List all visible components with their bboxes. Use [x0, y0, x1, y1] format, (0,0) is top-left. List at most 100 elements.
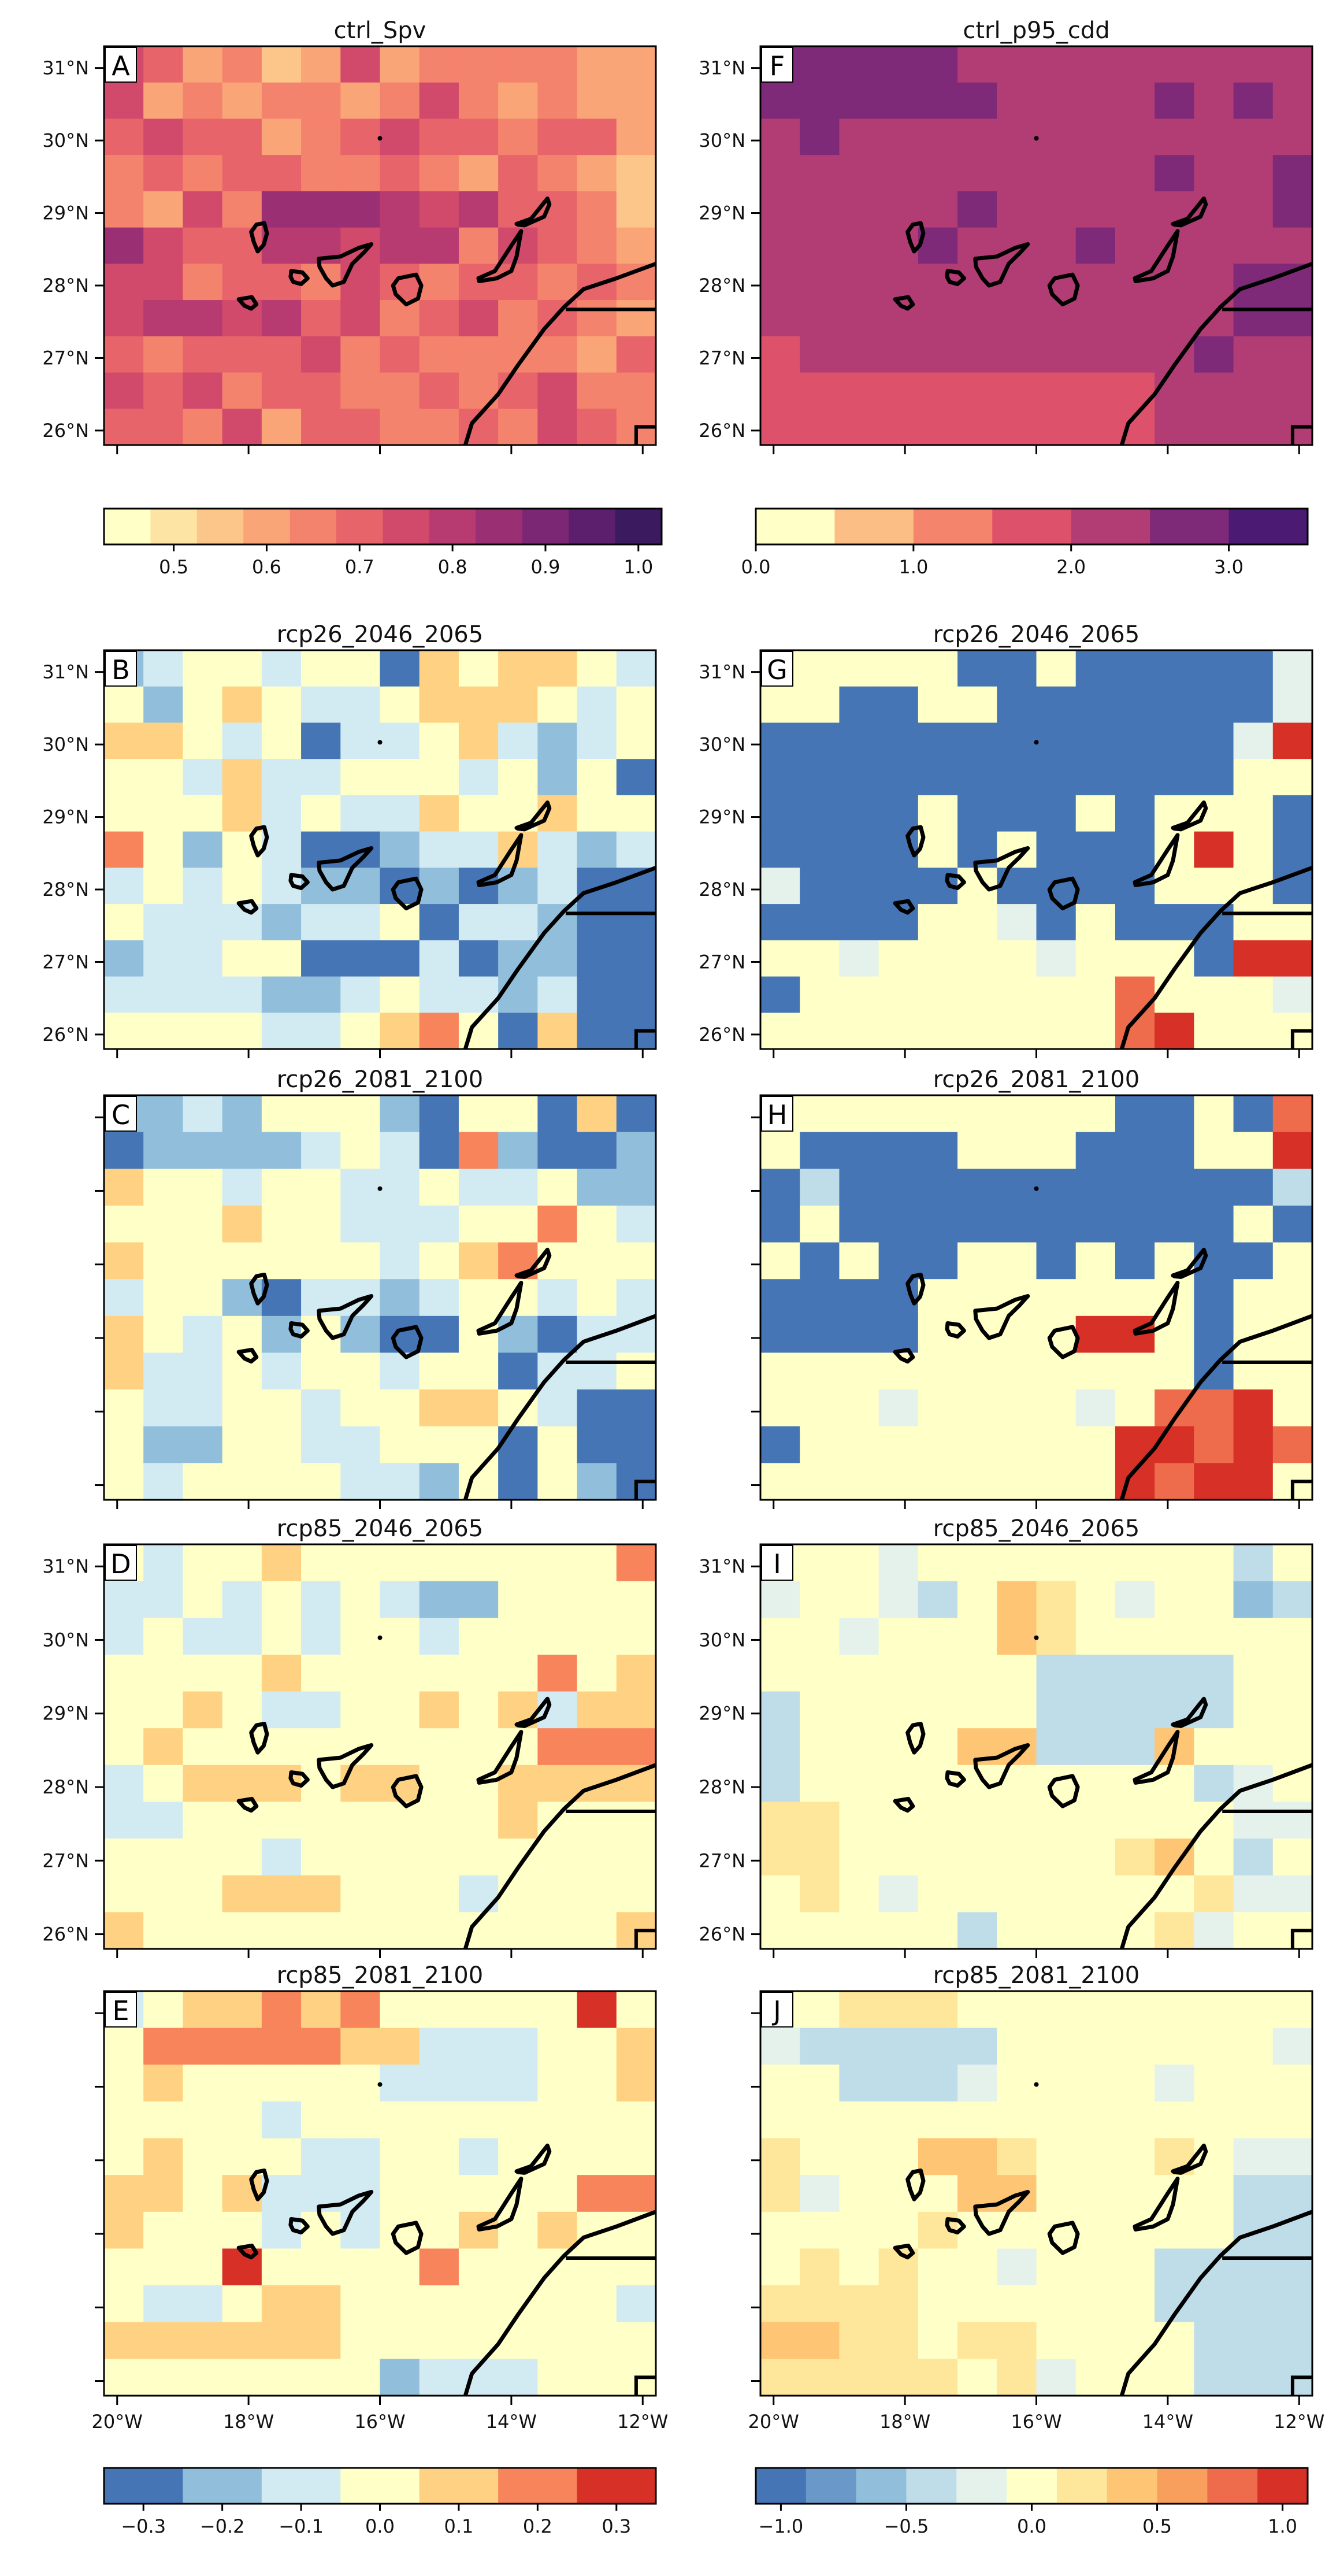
cell-I-8-8 [1075, 1839, 1116, 1876]
cell-G-6-3 [878, 868, 919, 905]
cell-F-5-1 [800, 227, 840, 264]
cell-C-1-7 [380, 1132, 420, 1169]
cell-H-7-9 [1115, 1352, 1155, 1390]
cell-A-4-9 [458, 191, 499, 228]
cell-H-2-13 [1272, 1169, 1313, 1206]
colorbar-swatch [522, 509, 569, 544]
cell-H-4-11 [1194, 1242, 1234, 1280]
panel-title: ctrl_Spv [334, 17, 426, 44]
cell-F-9-13 [1272, 372, 1313, 409]
cell-G-4-4 [918, 795, 958, 832]
cell-A-0-9 [458, 46, 499, 83]
island-fuerteventura [1133, 2177, 1180, 2232]
cell-G-8-3 [878, 940, 919, 977]
cell-C-1-11 [537, 1132, 578, 1169]
cell-C-1-3 [222, 1132, 262, 1169]
cell-B-3-6 [340, 759, 381, 796]
cell-C-2-12 [577, 1169, 617, 1206]
cell-I-5-11 [1194, 1728, 1234, 1766]
cell-F-2-7 [1036, 118, 1077, 155]
cell-E-0-13 [616, 1991, 656, 2029]
cell-G-10-11 [1194, 1013, 1234, 1050]
cell-G-4-9 [1115, 795, 1155, 832]
cell-E-4-3 [222, 2138, 262, 2175]
cell-H-0-3 [878, 1095, 919, 1133]
cell-D-4-2 [183, 1691, 223, 1729]
cell-G-1-5 [957, 686, 997, 724]
cell-H-7-0 [760, 1352, 800, 1390]
cell-C-3-3 [222, 1205, 262, 1243]
cell-F-0-12 [1233, 46, 1274, 83]
cell-D-7-10 [498, 1802, 538, 1839]
cell-I-0-2 [839, 1544, 879, 1582]
cell-I-0-6 [997, 1544, 1037, 1582]
cell-F-5-11 [1194, 227, 1234, 264]
cell-B-10-8 [419, 1013, 459, 1050]
cell-E-10-8 [419, 2359, 459, 2396]
cell-H-1-11 [1194, 1132, 1234, 1169]
cell-F-10-10 [1155, 409, 1194, 446]
island-lanzarote [1171, 1696, 1208, 1728]
cell-C-1-6 [340, 1132, 381, 1169]
cell-B-4-13 [616, 795, 656, 832]
cell-F-3-0 [760, 155, 800, 192]
cell-H-1-9 [1115, 1132, 1155, 1169]
cell-A-8-9 [458, 336, 499, 373]
cell-I-10-7 [1036, 1912, 1077, 1949]
cell-E-5-11 [537, 2175, 578, 2212]
cell-D-8-4 [261, 1839, 302, 1876]
cell-A-2-12 [577, 118, 617, 155]
cell-B-9-10 [498, 976, 538, 1013]
colorbar-tick-label: 1.0 [899, 556, 928, 578]
cell-H-8-8 [1075, 1389, 1116, 1427]
cell-B-8-9 [458, 940, 499, 977]
panel-title: rcp85_2081_2100 [277, 1962, 483, 1989]
cell-A-4-7 [380, 191, 420, 228]
cell-E-1-2 [183, 2028, 223, 2065]
colorbar-swatch [104, 2468, 184, 2504]
panel-letter: C [112, 1099, 130, 1131]
cell-F-1-9 [1115, 82, 1155, 120]
cell-G-2-6 [997, 722, 1037, 759]
cell-A-2-0 [104, 118, 144, 155]
cell-J-9-9 [1115, 2322, 1155, 2359]
cell-H-8-1 [800, 1389, 840, 1427]
cell-D-2-13 [616, 1618, 656, 1655]
cell-C-8-0 [104, 1389, 144, 1427]
cell-C-10-11 [537, 1463, 578, 1500]
cell-J-6-2 [839, 2211, 879, 2249]
cell-G-3-0 [760, 759, 800, 796]
cell-G-2-8 [1075, 722, 1116, 759]
panel-letter: B [112, 654, 130, 685]
cell-J-0-5 [957, 1991, 997, 2029]
cell-J-10-4 [918, 2359, 958, 2396]
cell-E-6-3 [222, 2211, 262, 2249]
cell-D-8-6 [340, 1839, 381, 1876]
cell-I-8-0 [760, 1839, 800, 1876]
cell-F-6-8 [1075, 264, 1116, 301]
colorbar-tick-label: −0.2 [200, 2515, 245, 2537]
cell-I-5-7 [1036, 1728, 1077, 1766]
cell-H-2-1 [800, 1169, 840, 1206]
cell-B-2-4 [261, 722, 302, 759]
cell-I-3-8 [1075, 1654, 1116, 1692]
cell-H-3-10 [1155, 1205, 1194, 1243]
colorbar-swatch [906, 2468, 957, 2504]
cell-H-2-0 [760, 1169, 800, 1206]
cell-E-7-6 [340, 2248, 381, 2286]
cell-H-8-0 [760, 1389, 800, 1427]
cell-G-9-13 [1272, 976, 1313, 1013]
cell-J-9-7 [1036, 2322, 1077, 2359]
panel-title: rcp26_2046_2065 [277, 621, 483, 648]
cell-H-10-10 [1155, 1463, 1194, 1500]
cell-B-0-7 [380, 650, 420, 687]
cell-E-10-10 [498, 2359, 538, 2396]
colorbar-swatch [1257, 2468, 1308, 2504]
cell-E-9-9 [458, 2322, 499, 2359]
cell-D-3-2 [183, 1654, 223, 1692]
cell-A-10-0 [104, 409, 144, 446]
cell-B-10-11 [537, 1013, 578, 1050]
island-fuerteventura [1133, 229, 1180, 283]
cell-F-6-1 [800, 264, 840, 301]
